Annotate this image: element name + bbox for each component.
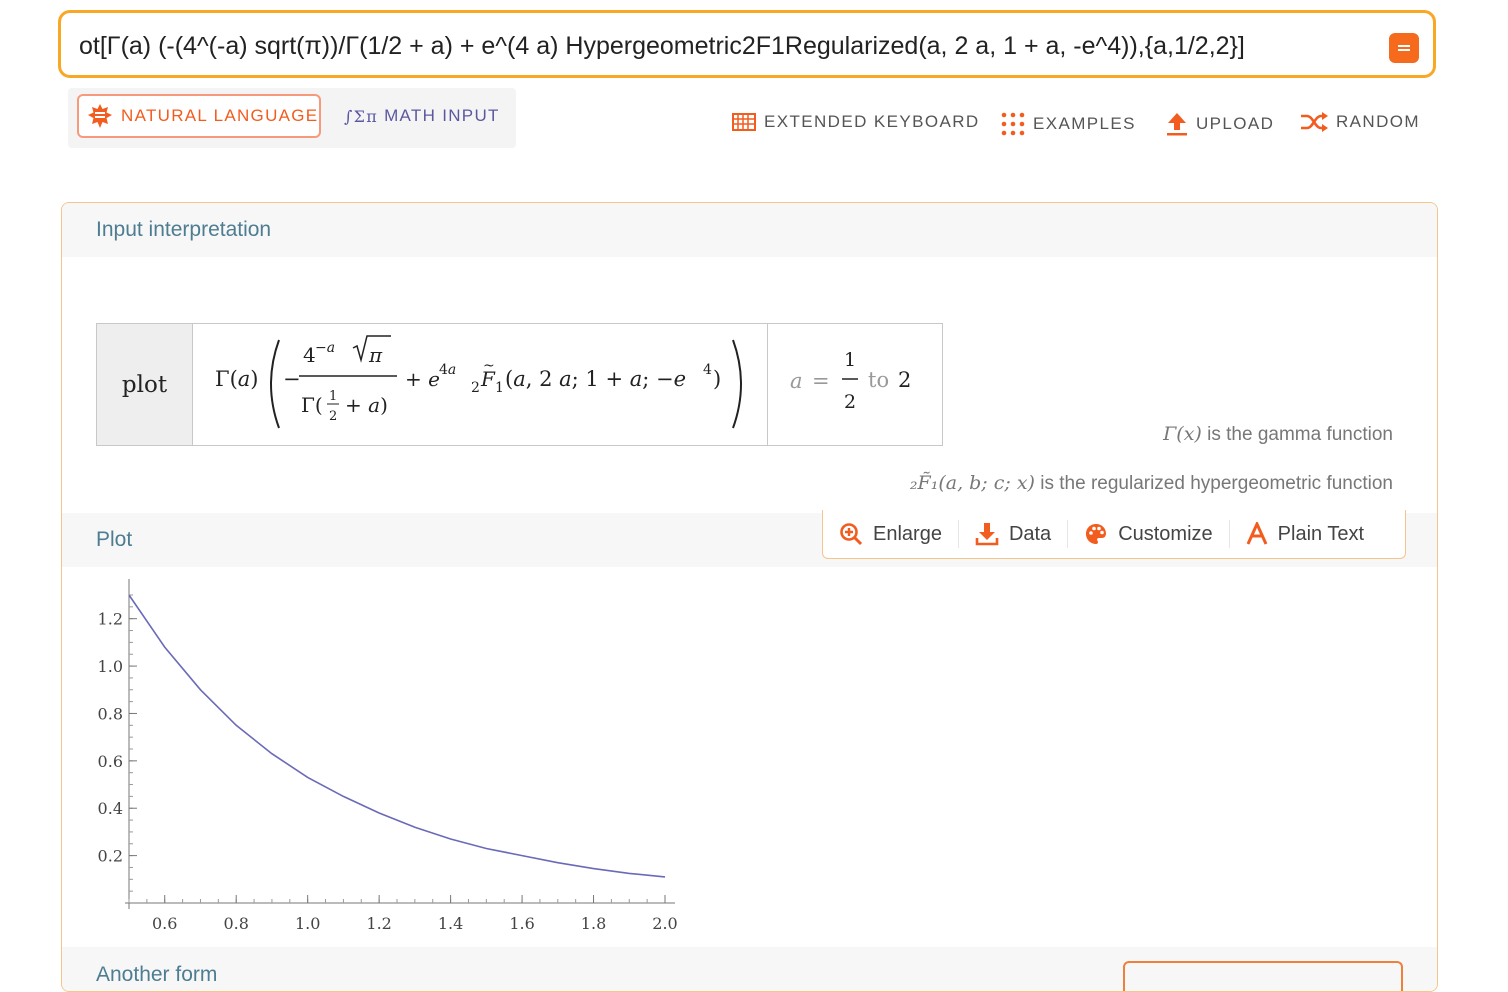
shuffle-icon: [1301, 112, 1328, 132]
random-button[interactable]: RANDOM: [1300, 112, 1420, 132]
extended-keyboard-button[interactable]: EXTENDED KEYBOARD: [732, 112, 980, 132]
svg-text:4: 4: [303, 343, 316, 367]
svg-text:1: 1: [844, 349, 856, 371]
x-tick-label: 1.4: [438, 914, 463, 933]
plot-pod-toolbar: Enlarge Data Customize: [822, 510, 1406, 559]
input-interpretation-header: Input interpretation: [62, 203, 1437, 258]
random-label: RANDOM: [1336, 112, 1420, 131]
svg-text:1: 1: [495, 380, 504, 396]
y-tick-label: 1.2: [98, 610, 123, 629]
y-tick-label: 0.4: [98, 799, 123, 818]
plot-pod-body: 0.6 0.8 1.0 1.2 1.4 1.6 1.8 2.0 0.2 0.4 0.6 0.8 1.0 1…: [62, 567, 1437, 947]
results-card: Input interpretation plot Γ(a) − 4 −a: [61, 202, 1438, 992]
natural-language-label: NATURAL LANGUAGE: [121, 106, 319, 125]
next-pod-title: Another form: [96, 963, 218, 986]
gamma-note-text: is the gamma function: [1207, 424, 1393, 445]
data-label: Data: [1008, 522, 1052, 545]
svg-text:−: −: [283, 367, 301, 391]
examples-button[interactable]: EXAMPLES: [1001, 112, 1136, 136]
hypergeometric-note-text: is the regularized hypergeometric functi…: [1040, 473, 1393, 494]
plot-curve: [128, 594, 666, 878]
upload-button[interactable]: UPLOAD: [1166, 112, 1274, 136]
y-tick-label: 0.8: [98, 704, 123, 723]
hypergeometric-note: ₂F̃₁(a, b; c; x) is the regularized hype…: [910, 472, 1393, 495]
customize-button[interactable]: Customize: [1068, 520, 1230, 548]
natural-language-tab[interactable]: NATURAL LANGUAGE: [77, 94, 321, 138]
y-tick-label: 1.0: [98, 657, 123, 676]
keyboard-icon: [732, 113, 756, 131]
formula-graphic: Γ(a) − 4 −a π Γ( 1 2: [215, 335, 742, 429]
svg-text:+ e: + e: [405, 367, 440, 391]
download-icon: [975, 523, 999, 546]
plot-command: plot: [121, 371, 168, 398]
hypergeometric-symbol: ₂F̃₁(a, b; c; x): [909, 472, 1035, 494]
plain-text-label: Plain Text: [1277, 522, 1365, 545]
examples-label: EXAMPLES: [1033, 114, 1136, 133]
enlarge-label: Enlarge: [873, 522, 942, 545]
svg-text:2: 2: [471, 380, 480, 396]
customize-label: Customize: [1118, 522, 1213, 545]
svg-text:4: 4: [703, 362, 712, 378]
formula-cell: Γ(a) − 4 −a π Γ( 1 2: [193, 324, 768, 445]
x-tick-label: 1.8: [581, 914, 606, 933]
svg-text:): ): [713, 367, 721, 391]
range-lower-graphic: a = 1 2: [790, 349, 858, 413]
upload-label: UPLOAD: [1196, 114, 1275, 133]
plain-text-button[interactable]: Plain Text: [1230, 520, 1380, 548]
x-tick-label: 0.6: [152, 914, 177, 933]
svg-text:(a, 2 a; 1 + a; −e: (a, 2 a; 1 + a; −e: [505, 367, 686, 391]
input-mode-selector: NATURAL LANGUAGE ∫Σπ MATH INPUT: [68, 88, 516, 148]
gamma-function-note: Γ(x) is the gamma function: [1163, 423, 1393, 446]
x-tick-label: 1.0: [295, 914, 320, 933]
range-to-label: to: [868, 368, 890, 392]
interpretation-table: plot Γ(a) − 4 −a π: [96, 323, 943, 446]
svg-text:π: π: [368, 343, 383, 367]
upload-icon: [1167, 113, 1187, 136]
svg-text:−a: −a: [315, 340, 335, 356]
palette-icon: [1086, 524, 1107, 544]
extended-keyboard-label: EXTENDED KEYBOARD: [764, 112, 980, 131]
y-tick-label: 0.2: [98, 847, 123, 866]
gamma-symbol: Γ(x): [1163, 423, 1202, 445]
svg-text:Γ(: Γ(: [301, 393, 323, 417]
data-button[interactable]: Data: [959, 520, 1069, 548]
plot-pod-title: Plot: [96, 528, 133, 551]
input-interpretation-title: Input interpretation: [96, 218, 272, 241]
plot-chart: 0.6 0.8 1.0 1.2 1.4 1.6 1.8 2.0 0.2 0.4 0.6 0.8 1.0 1…: [98, 579, 678, 933]
math-input-icon: ∫Σπ: [344, 106, 379, 126]
enlarge-button[interactable]: Enlarge: [823, 520, 959, 548]
search-input[interactable]: [77, 27, 1381, 65]
plot-command-cell: plot: [97, 324, 193, 445]
plain-text-icon: [1246, 522, 1268, 545]
submit-button[interactable]: [1389, 33, 1419, 63]
zoom-in-icon: [840, 523, 863, 546]
x-tick-label: 1.6: [509, 914, 534, 933]
equals-icon: [1398, 43, 1410, 53]
search-bar: [58, 10, 1436, 78]
math-input-tab[interactable]: ∫Σπ MATH INPUT: [344, 106, 500, 126]
svg-text:2: 2: [844, 391, 856, 413]
step-by-step-button[interactable]: [1123, 961, 1403, 991]
x-tick-label: 2.0: [652, 914, 677, 933]
svg-text:1: 1: [329, 389, 337, 404]
x-tick-label: 1.2: [366, 914, 391, 933]
input-interpretation-body: plot Γ(a) − 4 −a π: [62, 257, 1437, 513]
svg-text:+ a): + a): [345, 393, 388, 417]
plot-pod-header: Plot Enlarge Data: [62, 510, 1437, 567]
natural-language-icon: [88, 104, 112, 128]
svg-text:a: a: [790, 369, 803, 393]
svg-text:~: ~: [483, 358, 495, 374]
svg-text:=: =: [812, 369, 830, 393]
range-end-value: 2: [898, 368, 912, 392]
examples-grid-icon: [1001, 112, 1025, 136]
svg-text:2: 2: [329, 409, 337, 424]
range-cell: a = 1 2 to 2: [768, 324, 942, 445]
next-pod-header: Another form: [62, 947, 1437, 991]
math-input-label: MATH INPUT: [384, 106, 500, 125]
x-tick-label: 0.8: [223, 914, 248, 933]
svg-text:4a: 4a: [439, 362, 456, 378]
y-tick-label: 0.6: [98, 752, 123, 771]
svg-text:F: F: [480, 367, 496, 391]
svg-text:Γ(a): Γ(a): [215, 367, 259, 391]
